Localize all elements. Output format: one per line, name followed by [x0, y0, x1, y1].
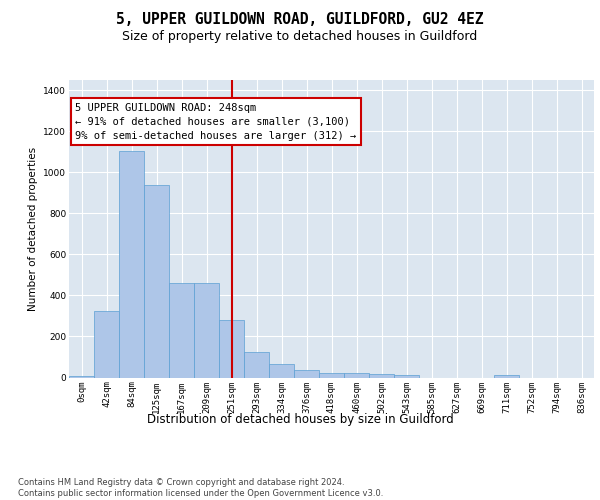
Bar: [244, 352, 269, 378]
Bar: [169, 283, 194, 378]
Text: Distribution of detached houses by size in Guildford: Distribution of detached houses by size …: [146, 412, 454, 426]
Text: Size of property relative to detached houses in Guildford: Size of property relative to detached ho…: [122, 30, 478, 43]
Bar: [269, 364, 294, 378]
Bar: [294, 370, 319, 378]
Bar: [69, 376, 94, 378]
Bar: [219, 320, 244, 378]
Bar: [94, 311, 119, 378]
Bar: [369, 374, 394, 378]
Text: 5 UPPER GUILDOWN ROAD: 248sqm
← 91% of detached houses are smaller (3,100)
9% of: 5 UPPER GUILDOWN ROAD: 248sqm ← 91% of d…: [75, 102, 356, 141]
Bar: [394, 375, 419, 378]
Bar: [494, 376, 519, 378]
Bar: [319, 374, 344, 378]
Bar: [119, 151, 144, 378]
Bar: [144, 184, 169, 378]
Text: 5, UPPER GUILDOWN ROAD, GUILDFORD, GU2 4EZ: 5, UPPER GUILDOWN ROAD, GUILDFORD, GU2 4…: [116, 12, 484, 28]
Text: Contains HM Land Registry data © Crown copyright and database right 2024.
Contai: Contains HM Land Registry data © Crown c…: [18, 478, 383, 498]
Bar: [344, 374, 369, 378]
Bar: [194, 283, 219, 378]
Y-axis label: Number of detached properties: Number of detached properties: [28, 146, 38, 311]
